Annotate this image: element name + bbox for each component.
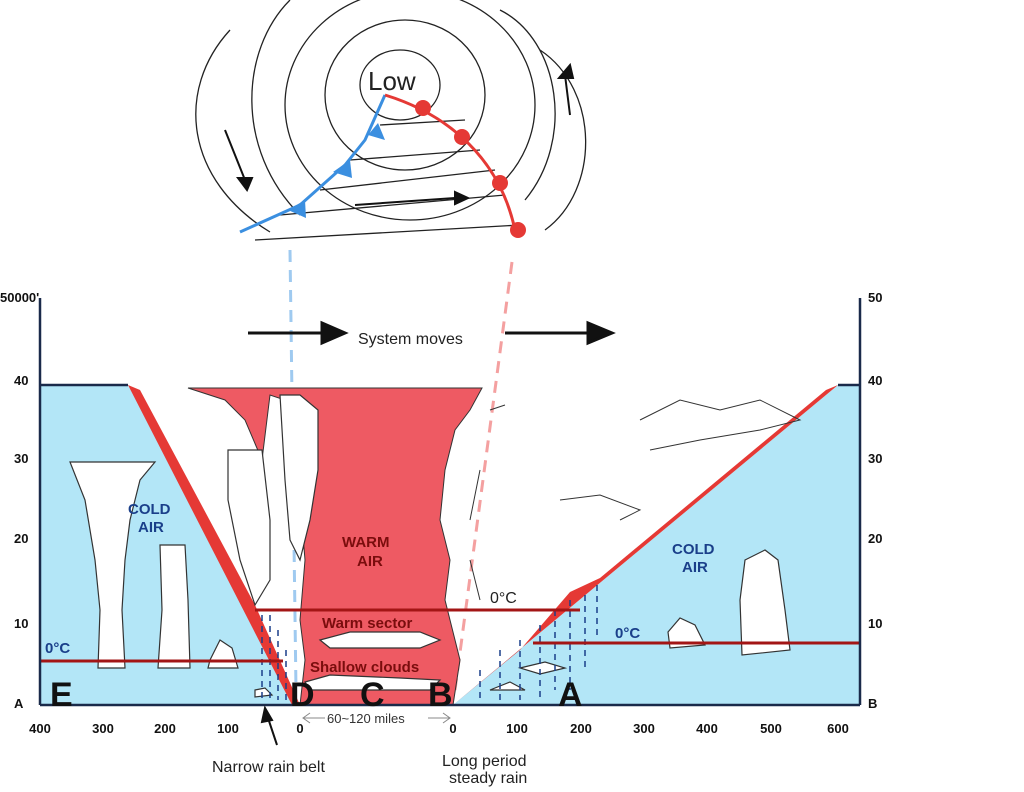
tick: 300 — [633, 721, 655, 736]
x-ticks-left: 400 300 200 100 0 — [29, 721, 303, 736]
letter-c: C — [360, 676, 385, 714]
warm-front-plan — [384, 93, 526, 238]
letter-a: A — [558, 676, 583, 714]
tick: 20 — [868, 531, 882, 546]
narrow-rain-belt-label: Narrow rain belt — [212, 759, 325, 776]
letter-d: D — [290, 676, 315, 714]
low-label: Low — [368, 66, 416, 96]
letter-e: E — [50, 676, 73, 714]
x-ticks-right: 0 100 200 300 400 500 600 — [449, 721, 848, 736]
letters: E D C B A — [50, 676, 583, 714]
warm-air-label: WARM — [342, 534, 390, 551]
y-axis-top-label: 50000' — [0, 290, 39, 305]
system-moves-label: System moves — [358, 331, 463, 348]
tick: 20 — [14, 531, 28, 546]
warm-front-projection — [453, 261, 514, 691]
tick: 40 — [868, 373, 882, 388]
cold-front-surface — [128, 385, 300, 705]
tick: 200 — [570, 721, 592, 736]
rain-belt-pointer — [260, 705, 278, 746]
tick: 0 — [449, 721, 456, 736]
tick: 0 — [296, 721, 303, 736]
right-y-ticks: 50 40 30 20 10 B — [868, 290, 882, 711]
freezing-label-right: 0°C — [615, 625, 640, 642]
cold-air-left-label: COLD — [128, 501, 171, 518]
freezing-lines — [40, 608, 860, 663]
flow-arrows — [224, 62, 575, 206]
tick: 500 — [760, 721, 782, 736]
steady-rain-label: steady rain — [449, 770, 527, 787]
warm-sector-label: Warm sector — [322, 615, 412, 632]
shallow-clouds-label: Shallow clouds — [310, 659, 419, 676]
tick: 100 — [217, 721, 239, 736]
cold-air-left-label: AIR — [138, 519, 164, 536]
left-y-ticks: 40 30 20 10 A — [14, 373, 28, 711]
isobars — [195, 0, 587, 241]
tick: 600 — [827, 721, 849, 736]
cold-air-right-label: COLD — [672, 541, 715, 558]
warm-front-surface — [453, 385, 838, 705]
tick: 200 — [154, 721, 176, 736]
tick: 50 — [868, 290, 882, 305]
system-moves-arrows — [248, 320, 616, 346]
tick: 30 — [868, 451, 882, 466]
rain-streaks — [261, 585, 598, 700]
cold-front-plan — [239, 94, 387, 234]
freezing-label-mid: 0°C — [490, 590, 517, 607]
tick: 10 — [868, 616, 882, 631]
tick: 30 — [14, 451, 28, 466]
steady-rain-label: Long period — [442, 753, 527, 770]
tick: 300 — [92, 721, 114, 736]
warm-air-label: AIR — [357, 553, 383, 570]
clouds — [69, 394, 791, 698]
warm-air-column — [187, 387, 483, 706]
tick: 100 — [506, 721, 528, 736]
tick: 400 — [29, 721, 51, 736]
cold-air-right-label: AIR — [682, 559, 708, 576]
tick: 40 — [14, 373, 28, 388]
tick: A — [14, 696, 24, 711]
letter-b: B — [428, 676, 453, 714]
distance-label: 60~120 miles — [327, 711, 405, 726]
distance-arrow — [302, 712, 451, 724]
cold-air-right-region — [453, 385, 860, 705]
tick: 10 — [14, 616, 28, 631]
freezing-label-left: 0°C — [45, 640, 70, 657]
tick: B — [868, 696, 877, 711]
tick: 400 — [696, 721, 718, 736]
cirrus-outlines — [469, 399, 802, 601]
axes — [38, 298, 862, 707]
